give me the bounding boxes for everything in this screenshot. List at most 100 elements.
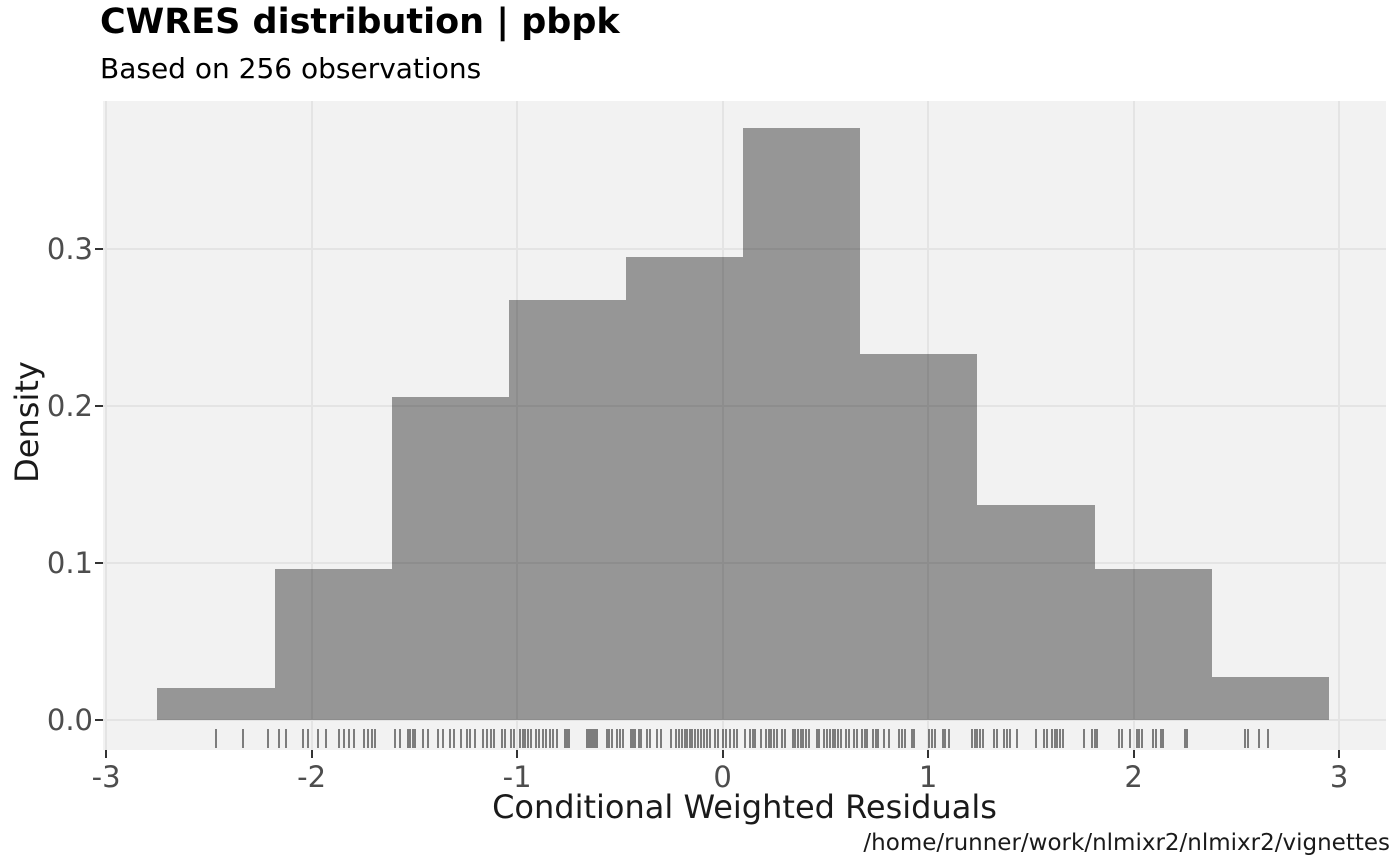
rug-mark — [1117, 729, 1120, 748]
rug-mark — [545, 729, 548, 748]
rug-mark — [1043, 729, 1046, 748]
rug-mark — [677, 729, 680, 748]
rug-mark — [394, 729, 397, 748]
rug-mark — [1083, 729, 1086, 748]
rug-mark — [646, 729, 649, 748]
rug-mark — [928, 729, 931, 748]
rug-mark — [527, 729, 530, 748]
rug-mark — [413, 729, 416, 748]
gridline-y — [103, 562, 1386, 565]
rug-mark — [266, 729, 269, 748]
rug-mark — [791, 729, 794, 748]
rug-mark — [1016, 729, 1019, 748]
rug-mark — [585, 729, 588, 748]
rug-mark — [615, 729, 618, 748]
x-tick-mark — [310, 750, 313, 758]
rug-mark — [898, 729, 901, 748]
rug-mark — [853, 729, 856, 748]
histogram-bar — [1211, 676, 1329, 720]
rug-mark — [815, 729, 818, 748]
rug-mark — [486, 729, 489, 748]
rug-mark — [993, 729, 996, 748]
gridline-x — [927, 101, 930, 750]
histogram-bar — [977, 504, 1095, 720]
gridline-x — [1338, 101, 1341, 750]
rug-mark — [510, 729, 513, 748]
rug-mark — [709, 729, 712, 748]
rug-mark — [699, 729, 702, 748]
rug-mark — [567, 729, 570, 748]
rug-mark — [542, 729, 545, 748]
rug-mark — [482, 729, 485, 748]
rug-mark — [634, 729, 637, 748]
rug-mark — [901, 729, 904, 748]
rug-mark — [743, 729, 746, 748]
source-path-text: /home/runner/work/nlmixr2/nlmixr2/vignet… — [863, 830, 1390, 856]
rug-mark — [1141, 729, 1144, 748]
rug-mark — [1091, 729, 1094, 748]
rug-mark — [697, 729, 700, 748]
rug-mark — [352, 729, 355, 748]
rug-mark — [556, 729, 559, 748]
chart-subtitle: Based on 256 observations — [100, 52, 482, 85]
rug-mark — [781, 729, 784, 748]
rug-mark — [979, 729, 982, 748]
rug-mark — [605, 729, 608, 748]
rug-mark — [976, 729, 979, 748]
rug-mark — [1093, 729, 1096, 748]
rug-mark — [529, 729, 532, 748]
rug-mark — [686, 729, 689, 748]
rug-mark — [702, 729, 705, 748]
rug-mark — [1051, 729, 1054, 748]
rug-mark — [564, 729, 567, 748]
rug-mark — [343, 729, 346, 748]
rug-mark — [436, 729, 439, 748]
rug-mark — [285, 729, 288, 748]
rug-mark — [863, 729, 866, 748]
rug-mark — [473, 729, 476, 748]
rug-mark — [759, 729, 762, 748]
rug-mark — [302, 729, 305, 748]
rug-mark — [489, 729, 492, 748]
rug-mark — [640, 729, 643, 748]
x-tick-mark — [516, 750, 519, 758]
rug-mark — [706, 729, 709, 748]
x-tick-mark — [105, 750, 108, 758]
rug-mark — [453, 729, 455, 748]
rug-mark — [242, 729, 245, 748]
rug-mark — [398, 729, 401, 748]
rug-mark — [683, 729, 686, 748]
rug-mark — [931, 729, 934, 748]
rug-mark — [765, 729, 768, 748]
rug-mark — [799, 729, 802, 748]
histogram-bar — [508, 300, 627, 720]
rug-mark — [1186, 729, 1189, 748]
gridline-y — [103, 248, 1386, 251]
rug-mark — [1009, 729, 1012, 748]
rug-mark — [374, 729, 377, 748]
chart-title: CWRES distribution | pbpk — [100, 2, 620, 42]
rug-mark — [421, 729, 424, 748]
rug-mark — [549, 729, 552, 748]
rug-mark — [1035, 729, 1038, 748]
rug-mark — [519, 729, 522, 748]
rug-mark — [675, 729, 678, 748]
x-tick-mark — [1338, 750, 1341, 758]
y-tick-mark — [95, 719, 103, 721]
rug-mark — [732, 729, 735, 748]
rug-mark — [775, 729, 778, 748]
rug-mark — [409, 729, 412, 748]
rug-mark — [504, 729, 507, 748]
rug-mark — [1005, 729, 1008, 748]
gridline-y — [103, 405, 1386, 408]
x-tick-mark — [927, 750, 930, 758]
rug-mark — [947, 729, 950, 748]
y-tick-mark — [95, 562, 103, 565]
rug-mark — [693, 729, 696, 748]
rug-mark — [500, 729, 503, 748]
rug-mark — [941, 729, 944, 748]
gridline-x — [1132, 101, 1135, 750]
rug-mark — [834, 729, 837, 748]
rug-mark — [1096, 729, 1099, 748]
rug-mark — [903, 729, 906, 748]
